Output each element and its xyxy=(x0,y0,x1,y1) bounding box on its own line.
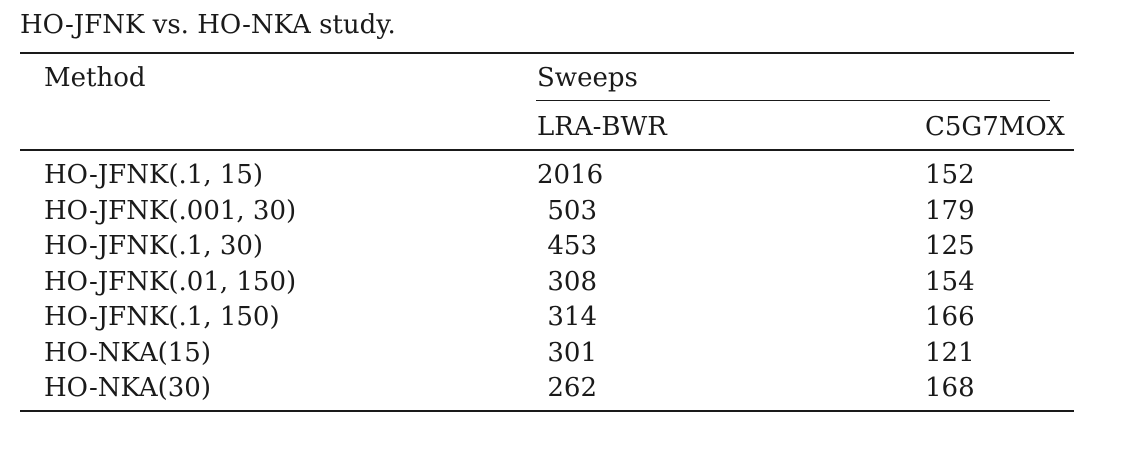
row-method: HO-JFNK(.01, 150) xyxy=(44,266,297,297)
table-header-rule xyxy=(20,149,1074,151)
row-method: HO-JFNK(.001, 30) xyxy=(44,195,297,226)
header-sweeps-group: Sweeps xyxy=(537,63,638,93)
row-lra-bwr-value: 314 xyxy=(547,302,597,332)
row-lra-bwr-value: 503 xyxy=(547,195,597,226)
table-bottom-rule xyxy=(20,410,1074,412)
row-lra-bwr-value: 308 xyxy=(547,266,597,297)
header-method: Method xyxy=(44,63,146,93)
row-method: HO-NKA(30) xyxy=(44,373,211,403)
row-method: HO-JFNK(.1, 30) xyxy=(44,231,264,261)
row-lra-bwr-value: 262 xyxy=(547,373,597,403)
header-c5g7mox: C5G7MOX xyxy=(925,112,1065,142)
row-lra-bwr-value: 2016 xyxy=(537,160,604,190)
sweeps-group-rule xyxy=(536,100,1050,101)
row-c5g7mox-value: 125 xyxy=(925,231,975,261)
row-lra-bwr-value: 301 xyxy=(547,337,597,368)
row-c5g7mox-value: 152 xyxy=(925,160,975,190)
row-lra-bwr-value: 453 xyxy=(547,231,597,261)
table-top-rule xyxy=(20,52,1074,54)
row-method: HO-NKA(15) xyxy=(44,337,211,368)
row-c5g7mox-value: 154 xyxy=(925,266,975,297)
header-lra-bwr: LRA-BWR xyxy=(537,112,667,142)
row-method: HO-JFNK(.1, 150) xyxy=(44,302,280,332)
row-c5g7mox-value: 179 xyxy=(925,195,975,226)
row-c5g7mox-value: 168 xyxy=(925,373,975,403)
row-method: HO-JFNK(.1, 15) xyxy=(44,160,264,190)
row-c5g7mox-value: 166 xyxy=(925,302,975,332)
row-c5g7mox-value: 121 xyxy=(925,337,975,368)
table-caption: HO-JFNK vs. HO-NKA study. xyxy=(20,10,396,40)
